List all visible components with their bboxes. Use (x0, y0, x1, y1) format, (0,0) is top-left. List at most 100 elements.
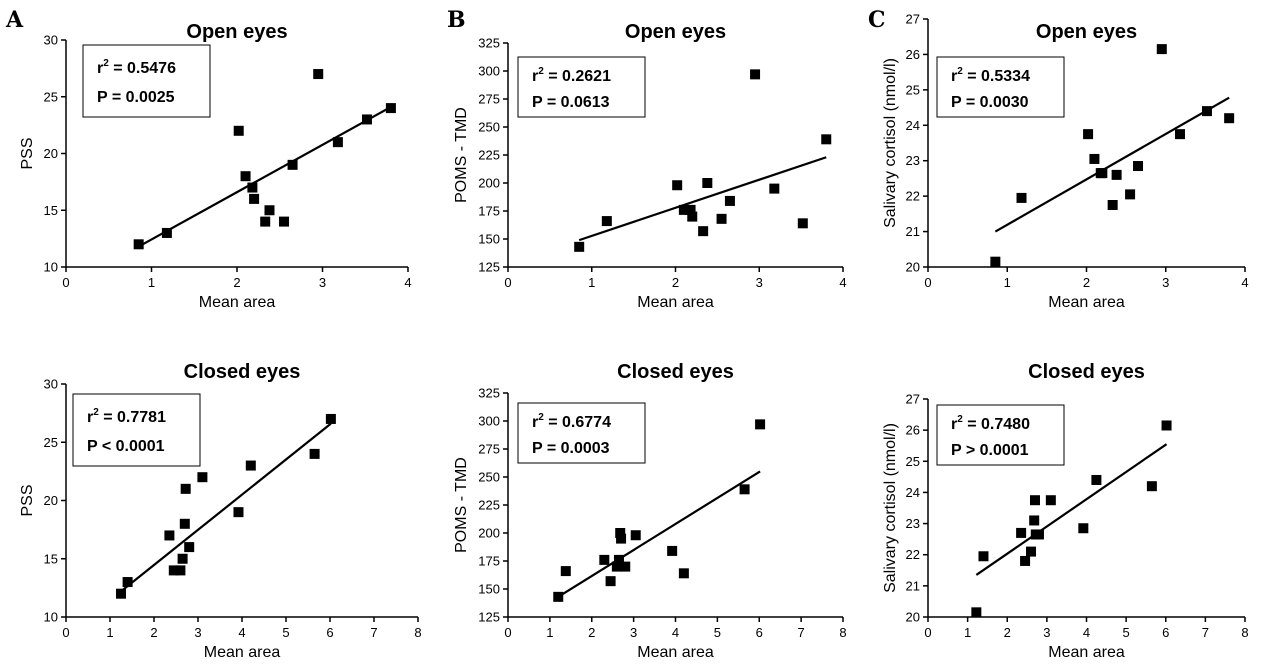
data-point (1016, 192, 1027, 203)
data-point (179, 518, 190, 529)
regression-line (578, 156, 827, 242)
y-tick-label: 15 (44, 203, 58, 218)
y-tick-label: 20 (44, 493, 58, 508)
x-tick-label: 8 (839, 625, 846, 640)
x-axis-label: Mean area (637, 294, 714, 311)
x-tick-label: 3 (319, 275, 326, 290)
r-squared-text: r2 = 0.5334 (951, 66, 1030, 85)
regression-line (557, 470, 761, 598)
y-tick-label: 30 (44, 377, 58, 392)
x-tick-label: 0 (924, 625, 931, 640)
chart-title: Closed eyes (1028, 361, 1145, 383)
data-point (1045, 495, 1056, 506)
x-tick-label: 6 (326, 625, 333, 640)
data-point (1107, 200, 1118, 210)
data-point (672, 180, 683, 191)
x-tick-label: 0 (62, 275, 69, 290)
data-point (1133, 161, 1144, 172)
data-point (116, 588, 126, 599)
x-tick-label: 4 (238, 625, 245, 640)
y-tick-label: 125 (478, 610, 500, 625)
regression-line (975, 443, 1168, 576)
x-tick-label: 1 (964, 625, 971, 640)
x-tick-label: 7 (1202, 625, 1209, 640)
stats-box (517, 56, 646, 118)
data-point (1029, 515, 1040, 526)
data-point (260, 216, 271, 227)
y-tick-label: 250 (478, 470, 500, 485)
data-point (769, 183, 780, 194)
y-axis-label: Salivary cortisol (nmol/l) (882, 58, 899, 228)
x-tick-label: 5 (714, 625, 721, 640)
data-point (1201, 106, 1212, 117)
r-squared-text: r2 = 0.5476 (97, 58, 176, 77)
x-tick-label: 0 (62, 625, 69, 640)
p-value-text: P = 0.0613 (532, 94, 610, 111)
y-tick-label: 300 (478, 64, 500, 79)
data-point (702, 178, 713, 188)
data-point (164, 530, 175, 541)
data-point (630, 530, 641, 541)
r-squared-text: r2 = 0.7781 (87, 407, 166, 426)
y-tick-label: 25 (906, 82, 920, 97)
y-tick-label: 27 (906, 392, 920, 407)
regression-line (994, 96, 1230, 233)
data-point (279, 216, 290, 227)
x-tick-label: 5 (1123, 625, 1130, 640)
panel-letter-b: B (447, 7, 466, 33)
stats-box (82, 44, 211, 118)
y-tick-label: 25 (906, 454, 920, 469)
chart-title: Closed eyes (184, 361, 301, 383)
y-tick-label: 20 (906, 260, 920, 275)
data-point (990, 256, 1001, 267)
data-point (616, 533, 627, 544)
x-axis-label: Mean area (204, 644, 281, 661)
x-tick-label: 4 (1083, 625, 1090, 640)
y-tick-label: 26 (906, 423, 920, 438)
x-tick-label: 8 (414, 625, 421, 640)
chart-title: Open eyes (1036, 21, 1137, 43)
p-value-text: P = 0.0025 (97, 89, 175, 106)
stats-box (517, 402, 646, 464)
r-squared-text: r2 = 0.2621 (532, 66, 611, 85)
x-tick-label: 4 (672, 625, 679, 640)
data-point (685, 204, 696, 215)
data-point (309, 448, 320, 459)
x-axis-label: Mean area (1048, 294, 1125, 311)
data-point (313, 69, 324, 80)
data-point (175, 565, 186, 576)
y-tick-label: 20 (906, 610, 920, 625)
x-tick-label: 0 (924, 275, 931, 290)
x-tick-label: 2 (588, 625, 595, 640)
data-point (615, 528, 626, 538)
x-tick-label: 3 (630, 625, 637, 640)
data-point (1089, 153, 1100, 164)
data-point (971, 607, 982, 618)
data-point (1175, 129, 1186, 140)
y-tick-label: 25 (44, 435, 58, 450)
r-squared-text: r2 = 0.7480 (951, 414, 1030, 433)
x-tick-label: 4 (839, 275, 846, 290)
data-point (750, 69, 761, 80)
regression-line (120, 422, 332, 593)
data-point (133, 239, 144, 250)
data-point (1029, 495, 1040, 506)
data-point (611, 561, 622, 572)
y-axis-label: POMS - TMD (453, 107, 470, 203)
data-point (177, 553, 188, 564)
stats-box (936, 56, 1065, 118)
data-point (184, 542, 195, 553)
data-point (698, 226, 709, 237)
y-tick-label: 125 (478, 260, 500, 275)
y-axis-label: Salivary cortisol (nmol/l) (882, 423, 899, 593)
y-tick-label: 175 (478, 554, 500, 569)
chart-a-closed: Closed eyes 10 15 20 25 30 0 1 2 3 4 5 6 7 8 Mean area P… (19, 361, 422, 661)
x-axis-label: Mean area (637, 644, 714, 661)
x-tick-label: 3 (756, 275, 763, 290)
y-tick-label: 24 (906, 485, 920, 500)
data-point (1016, 527, 1027, 538)
data-point (755, 419, 766, 430)
x-tick-label: 1 (1004, 275, 1011, 290)
chart-title: Closed eyes (617, 361, 734, 383)
